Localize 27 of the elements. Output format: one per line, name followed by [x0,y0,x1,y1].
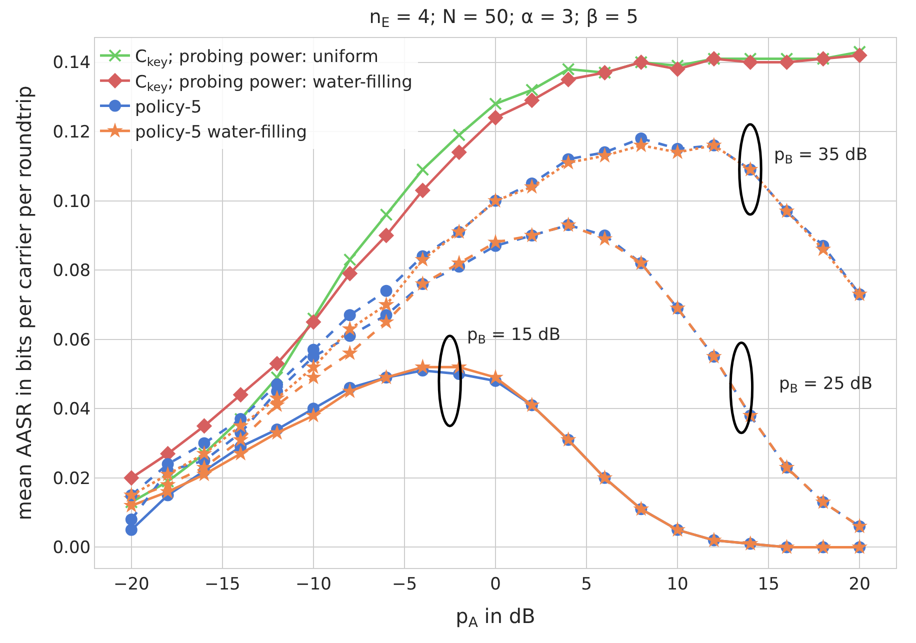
y-tick-label: 0.12 [52,122,91,142]
legend-label: policy-5 water-filling [135,122,308,142]
x-tick-label: −10 [296,574,332,594]
annotation: p$_{B}$ = 35 dB [774,145,868,167]
x-tick-label: 0 [490,574,501,594]
y-axis-title: mean AASR in bits per carrier per roundtrip [12,86,36,520]
x-tick-label: 10 [666,574,688,594]
x-tick-label: −20 [113,574,150,594]
x-tick-label: 15 [758,574,780,594]
y-tick-label: 0.02 [52,468,91,489]
legend-label: policy-5 [135,97,202,118]
y-tick-label: 0.00 [52,538,91,558]
y-tick-label: 0.04 [52,400,91,420]
legend-label: C$_{key}$; probing power: water-filling [135,72,412,94]
y-tick-label: 0.08 [52,261,91,282]
x-tick-label: 5 [581,574,592,594]
y-tick-label: 0.14 [52,53,91,74]
y-tick-label: 0.10 [52,192,91,212]
legend-label: C$_{key}$; probing power: uniform [135,47,378,69]
x-axis-title: p$_{A}$ in dB [456,604,536,632]
x-tick-label: 20 [848,574,870,594]
annotation: p$_{B}$ = 25 dB [779,374,873,396]
x-tick-label: −5 [392,574,418,594]
y-tick-label: 0.06 [52,330,91,350]
chart-title: n$_{E}$ = 4; N = 50; α = 3; β = 5 [369,6,638,31]
annotation: p$_{B}$ = 15 dB [467,325,561,347]
x-tick-label: −15 [204,574,240,594]
